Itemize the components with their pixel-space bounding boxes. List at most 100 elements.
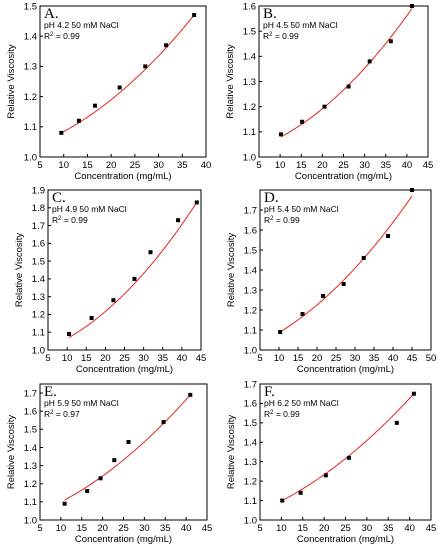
y-tick-label: 1.2 (244, 305, 257, 316)
x-tick-label: 15 (293, 353, 304, 364)
x-tick-label: 40 (404, 523, 415, 534)
data-point (188, 392, 193, 397)
data-point (112, 458, 117, 463)
r-squared-prefix: R (263, 31, 269, 41)
x-tick-label: 35 (380, 160, 391, 171)
x-tick-label: 25 (340, 523, 351, 534)
data-point (300, 312, 305, 316)
data-point (164, 43, 169, 48)
r-squared-annotation: R2 = 0.99 (264, 215, 300, 225)
r-squared-value: = 0.99 (273, 409, 300, 419)
y-tick-label: 1.5 (24, 1, 37, 12)
x-axis-title: Concentration (mg/mL) (74, 171, 171, 182)
x-tick-label: 40 (201, 160, 212, 171)
data-point (346, 455, 351, 460)
y-tick-label: 1.5 (244, 418, 257, 429)
x-tick-label: 35 (157, 353, 168, 364)
x-tick-label: 45 (423, 160, 434, 171)
x-tick-label: 40 (388, 353, 399, 364)
x-tick-label: 45 (426, 523, 437, 534)
x-tick-label: 35 (369, 353, 380, 364)
x-tick-label: 20 (312, 353, 323, 364)
r-squared-superscript: 2 (50, 32, 54, 38)
chart-panel-6: 5 10 15 20 25 30 35 40 45 1.0 1.1 1.2 1.3 1.4 1.5 1.6 1.… (226, 379, 436, 545)
x-tick-label: 35 (177, 160, 188, 171)
x-tick-label: 30 (153, 160, 164, 171)
r-squared-prefix: R (44, 31, 50, 41)
y-tick-label: 1.6 (244, 225, 257, 236)
data-point (117, 85, 122, 90)
y-tick-label: 1.1 (24, 497, 37, 508)
y-tick-label: 1.3 (32, 292, 45, 303)
r-squared-prefix: R (44, 409, 50, 419)
y-tick-label: 1.2 (32, 310, 45, 321)
x-tick-label: 5 (45, 353, 50, 364)
y-tick-label: 1.3 (243, 77, 256, 88)
data-point (111, 298, 116, 303)
y-tick-label: 1.6 (243, 1, 256, 12)
x-tick-label: 45 (407, 353, 418, 364)
r-squared-superscript: 2 (270, 216, 274, 222)
y-tick-label: 1.6 (32, 239, 45, 250)
data-point (386, 234, 391, 238)
panel-letter: D. (264, 190, 279, 206)
plot-frame (47, 189, 202, 351)
data-point (280, 498, 285, 503)
r-squared-prefix: R (52, 215, 58, 225)
fit-curve (64, 394, 191, 501)
y-tick-label: 1.7 (244, 205, 257, 216)
x-tick-label: 30 (138, 353, 149, 364)
data-point (76, 118, 81, 123)
x-tick-label: 35 (383, 523, 394, 534)
panel-letter: B. (263, 6, 277, 22)
y-tick-label: 1.0 (244, 515, 257, 526)
data-point (361, 256, 366, 260)
fit-curve (281, 393, 415, 502)
data-point (322, 104, 327, 109)
x-tick-label: 25 (118, 523, 129, 534)
x-axis-title: Concentration (mg/mL) (76, 364, 173, 375)
x-tick-label: 5 (257, 353, 262, 364)
chart-panel-1: 5 10 15 20 25 30 35 40 1.0 1.1 1.2 1.3 1.4 1.5 Concent… (6, 1, 211, 182)
x-tick-label: 45 (196, 353, 207, 364)
data-point (321, 294, 326, 298)
r-squared-superscript: 2 (270, 410, 274, 416)
y-tick-label: 1.1 (244, 325, 257, 336)
data-point (194, 200, 199, 205)
r-squared-value: = 0.99 (53, 31, 80, 41)
y-tick-label: 1.3 (24, 461, 37, 472)
x-tick-label: 20 (319, 523, 330, 534)
r-squared-annotation: R2 = 0.99 (44, 31, 80, 41)
data-point (126, 440, 131, 445)
data-point (89, 316, 94, 320)
r-squared-annotation: R2 = 0.99 (264, 409, 300, 419)
r-squared-value: = 0.99 (272, 31, 299, 41)
x-tick-label: 5 (37, 160, 42, 171)
chart-panel-4: 5 10 15 20 25 30 35 40 45 50 1.0 1.1 1.2 1.3 1.4 1.5 1.6… (226, 188, 436, 375)
x-tick-label: 15 (297, 523, 308, 534)
x-tick-label: 30 (350, 353, 361, 364)
plot-frame (39, 5, 207, 158)
y-tick-label: 1.3 (24, 62, 37, 73)
x-tick-label: 30 (362, 523, 373, 534)
y-tick-label: 1.9 (32, 185, 45, 196)
data-point (278, 330, 283, 334)
y-tick-label: 1.6 (244, 399, 257, 410)
data-point (388, 39, 393, 44)
data-point (176, 218, 181, 223)
data-point (341, 282, 346, 286)
data-point (409, 4, 414, 8)
x-tick-label: 10 (58, 160, 69, 171)
x-tick-label: 15 (296, 160, 307, 171)
panel-letter: A. (44, 6, 59, 22)
x-tick-label: 10 (274, 353, 285, 364)
condition-annotation: pH 6.2 50 mM NaCl (264, 398, 339, 408)
data-point (298, 490, 303, 495)
data-point (411, 391, 416, 396)
y-tick-label: 1.5 (32, 256, 45, 267)
plot-frame (259, 189, 432, 351)
y-tick-label: 1.0 (24, 152, 37, 163)
y-axis-title: Relative Viscosity (226, 233, 237, 308)
y-tick-label: 1.1 (243, 127, 256, 138)
